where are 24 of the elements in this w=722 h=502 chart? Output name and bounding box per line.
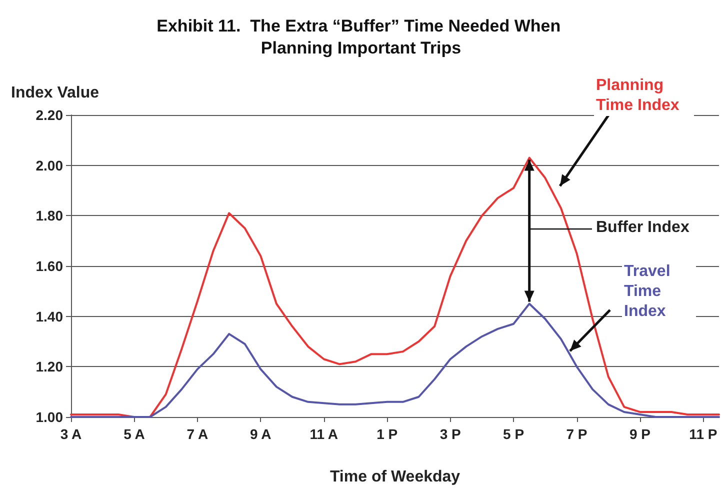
y-tick-label: 1.80	[36, 208, 64, 224]
x-tick-label: 7 P	[566, 426, 588, 442]
x-tick-label: 5 A	[124, 426, 145, 442]
x-tick-label: 9 P	[629, 426, 650, 442]
y-tick-label: 2.00	[36, 157, 64, 174]
x-axis-title: Time of Weekday	[330, 468, 460, 486]
chart-title: Exhibit 11. The Extra “Buffer” Time Needed When Planning Important Trips	[156, 16, 566, 58]
y-tick-label: 1.40	[36, 308, 64, 324]
x-tick-label: 11 A	[310, 426, 338, 442]
text: Travel Time Index	[622, 262, 696, 322]
x-tick-label: 9 A	[250, 426, 272, 442]
text: Planning Time Index	[594, 76, 694, 116]
x-tick-label: 7 A	[186, 426, 208, 442]
x-tick-label: 11 P	[689, 426, 718, 442]
x-tick-label: 3 P	[440, 426, 461, 442]
annotation: Buffer Index	[594, 218, 692, 238]
y-tick-label: 1.20	[36, 358, 64, 375]
y-tick-label: 1.60	[36, 258, 64, 274]
y-tick-label: 2.20	[36, 107, 64, 123]
x-tick-label: 3 A	[60, 426, 82, 442]
x-tick-label: 5 P	[503, 426, 524, 442]
y-tick-label: 1.00	[36, 409, 64, 425]
y-axis-title: Index Value	[11, 84, 100, 102]
x-tick-label: 1 P	[376, 426, 398, 442]
